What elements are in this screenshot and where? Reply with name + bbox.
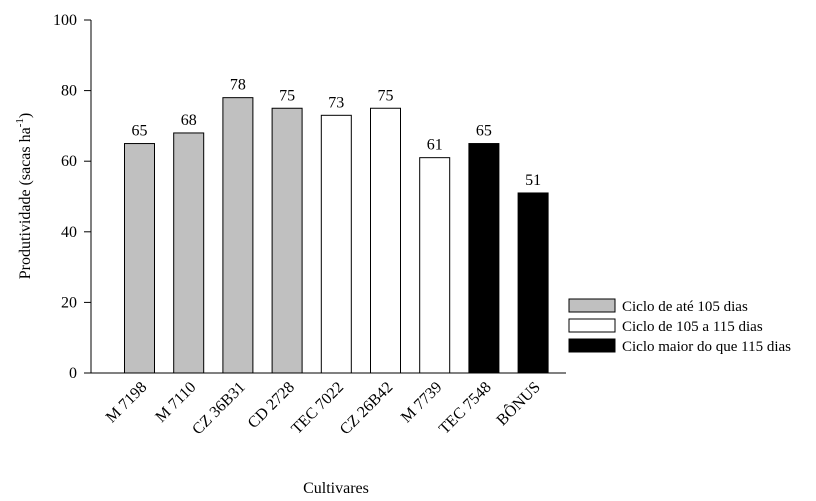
x-tick-label: M 7198 — [103, 379, 151, 427]
x-tick-label: BÔNUS — [492, 377, 544, 429]
legend-entry-label: Ciclo maior do que 115 dias — [622, 339, 791, 355]
bar — [222, 97, 254, 374]
bar — [419, 157, 451, 374]
bar-value-label: 75 — [378, 87, 394, 104]
y-tick-label: 60 — [61, 153, 77, 170]
y-axis-label: Produtividade (sacas ha-1) — [14, 113, 34, 279]
bars — [124, 97, 549, 374]
y-axis: 0 20 40 60 80 100 — [53, 12, 92, 382]
bar — [320, 114, 352, 374]
bar-value-label: 65 — [476, 123, 492, 140]
bar — [271, 107, 303, 374]
x-axis-label: Cultivares — [303, 480, 369, 497]
bar-value-label: 68 — [181, 112, 197, 129]
x-tick-label: M 7110 — [152, 379, 199, 426]
y-tick-label: 0 — [69, 365, 77, 382]
bar-value-label: 51 — [525, 172, 541, 189]
legend-swatch — [568, 298, 616, 313]
y-axis-label-main: Produtividade (sacas ha — [17, 127, 34, 279]
legend-swatch — [568, 338, 616, 353]
bar-value-label: 61 — [427, 137, 443, 154]
legend: Ciclo de até 105 dias Ciclo de 105 a 115 … — [568, 298, 791, 355]
value-labels: 65 68 78 75 73 75 61 65 51 — [132, 77, 542, 189]
x-tick-label: CZ 26B42 — [337, 379, 396, 438]
x-tick-label: CZ 36B31 — [189, 379, 248, 438]
bar-value-label: 78 — [230, 77, 246, 94]
y-tick-label: 40 — [61, 224, 77, 241]
bar-value-label: 75 — [279, 87, 295, 104]
legend-swatch — [568, 318, 616, 333]
bar-value-label: 73 — [328, 94, 344, 111]
y-tick-label: 20 — [61, 294, 77, 311]
bar — [124, 143, 155, 374]
y-axis-label-close: ) — [17, 113, 34, 118]
legend-entry-label: Ciclo de 105 a 115 dias — [622, 319, 763, 335]
bar-value-label: 65 — [132, 123, 148, 140]
x-tick-label: M 7739 — [398, 379, 446, 427]
bar — [370, 107, 401, 374]
legend-entry-label: Ciclo de até 105 dias — [622, 299, 748, 315]
bar — [468, 143, 500, 374]
bar — [173, 132, 205, 374]
bar — [517, 192, 549, 374]
y-axis-label-superscript: -1 — [14, 118, 26, 127]
y-tick-label: 100 — [53, 12, 77, 29]
y-tick-label: 80 — [61, 83, 77, 100]
x-tick-label: TEC 7548 — [436, 379, 495, 438]
